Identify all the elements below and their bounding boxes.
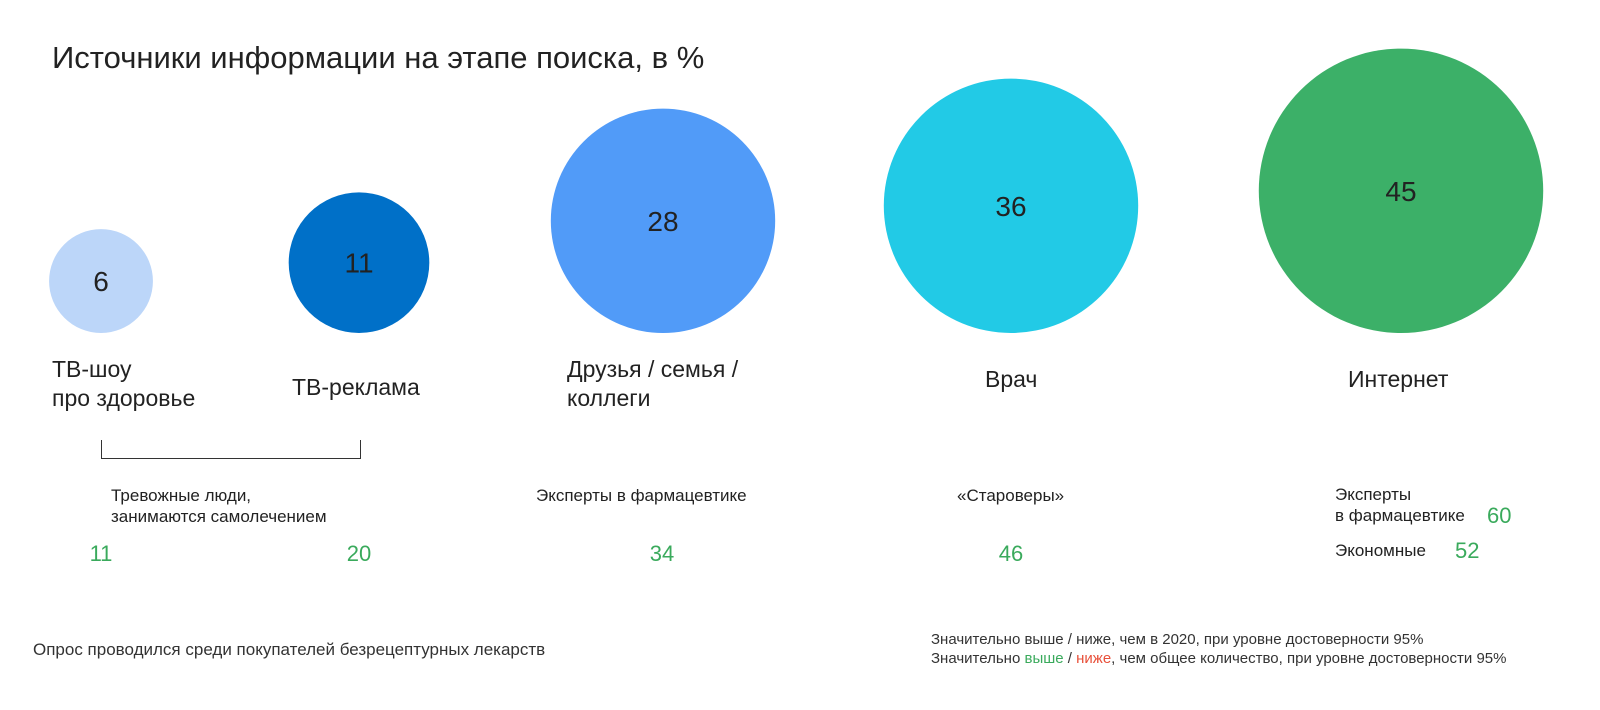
bubble-value-tv-show: 6 <box>93 266 109 297</box>
segment-label-pharma-experts: Эксперты в фармацевтике <box>536 486 747 505</box>
bubble-doctor <box>883 78 1139 333</box>
bubble-value-friends: 28 <box>647 206 678 237</box>
significance-legend: Значительно выше / ниже, чем в 2020, при… <box>931 630 1506 668</box>
segment-label-old-believers: «Староверы» <box>957 486 1065 505</box>
bubble-tv-show <box>49 229 153 333</box>
segment-value-internet-economy: 52 <box>1455 538 1480 563</box>
bubble-tv-ads <box>288 192 430 333</box>
bubble-value-tv-ads: 11 <box>344 248 373 279</box>
legend-lower: ниже <box>1076 650 1112 667</box>
category-label-doctor: Врач <box>985 366 1038 392</box>
segment-label-internet-pharma: Эксперты в фармацевтике <box>1335 485 1465 525</box>
category-label-friends: Друзья / семья / коллеги <box>567 356 739 411</box>
survey-footnote: Опрос проводился среди покупателей безре… <box>33 640 546 659</box>
legend-line-2: Значительно выше / ниже, чем общее колич… <box>931 650 1507 667</box>
segment-value-old-believers: 46 <box>998 541 1024 566</box>
segment-label-anxious: Тревожные люди, занимаются самолечением <box>111 486 327 526</box>
chart-title: Источники информации на этапе поиска, в … <box>52 40 705 75</box>
segment-value-anxious-tv-show: 11 <box>89 541 113 566</box>
bubble-value-doctor: 36 <box>995 191 1026 222</box>
category-label-tv-show: ТВ-шоу про здоровье <box>52 356 196 411</box>
segment-value-pharma-experts: 34 <box>649 541 675 566</box>
segment-value-internet-pharma: 60 <box>1487 503 1512 528</box>
category-label-tv-ads: ТВ-реклама <box>292 374 420 400</box>
legend-higher: выше <box>1024 650 1064 667</box>
bubble-value-internet: 45 <box>1385 176 1416 207</box>
tv-group-bracket <box>101 440 361 459</box>
bubble-chart: 6 11 28 36 45 <box>49 48 1544 333</box>
segment-value-anxious-tv-ads: 20 <box>346 541 372 566</box>
bubble-internet <box>1258 48 1544 333</box>
bubble-friends <box>550 108 776 333</box>
category-label-internet: Интернет <box>1348 366 1449 392</box>
segment-label-internet-economy: Экономные <box>1335 541 1426 560</box>
legend-line-1: Значительно выше / ниже, чем в 2020, при… <box>931 631 1424 648</box>
